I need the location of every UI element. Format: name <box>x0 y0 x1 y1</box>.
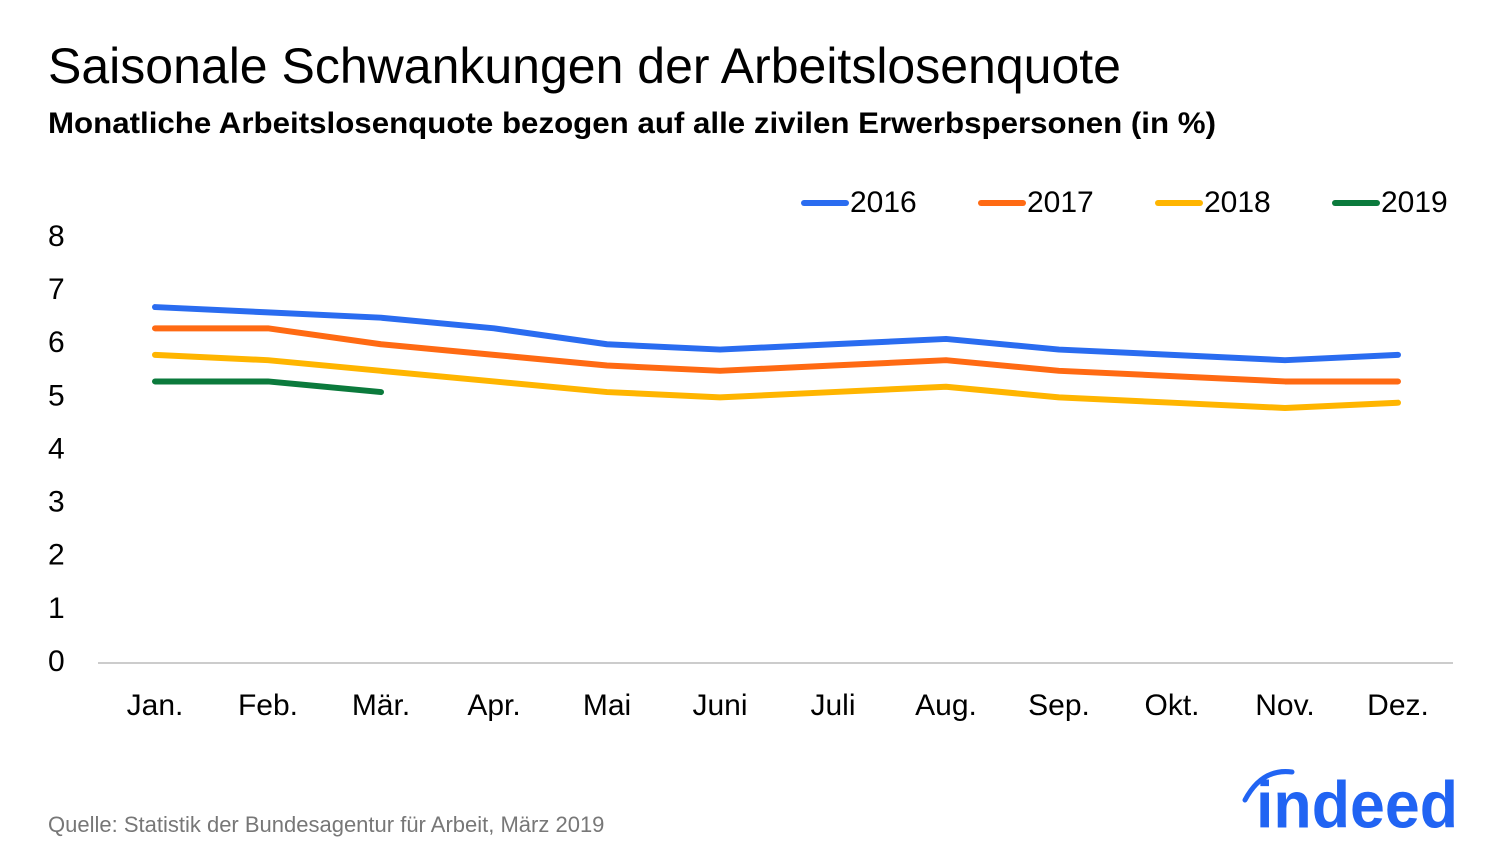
y-tick-label: 1 <box>48 592 65 625</box>
y-tick-label: 8 <box>48 220 65 253</box>
y-tick-label: 2 <box>48 539 65 572</box>
x-tick-label: Nov. <box>1255 689 1314 722</box>
logo: indeed <box>1256 767 1458 841</box>
source: Quelle: Statistik der Bundesagentur für … <box>48 812 604 837</box>
y-tick-label: 0 <box>48 645 65 678</box>
logo-arc <box>1242 769 1295 803</box>
legend-label: 2017 <box>1027 186 1094 219</box>
line-series <box>152 325 1401 385</box>
chart-subtitle: Monatliche Arbeitslosenquote bezogen auf… <box>48 107 1216 140</box>
y-tick-label: 3 <box>48 486 65 519</box>
legend-label: 2019 <box>1381 186 1448 219</box>
line-series <box>152 304 1401 364</box>
y-tick-label: 4 <box>48 432 65 465</box>
x-tick-label: Juli <box>810 689 855 722</box>
line-series <box>152 351 1401 411</box>
x-tick-label: Apr. <box>467 689 520 722</box>
x-tick-label: Mär. <box>352 689 410 722</box>
x-tick-label: Feb. <box>238 689 298 722</box>
x-tick-label: Sep. <box>1028 689 1090 722</box>
y-tick-label: 6 <box>48 326 65 359</box>
line-series <box>152 378 384 396</box>
legend-label: 2018 <box>1204 186 1271 219</box>
x-tick-label: Mai <box>583 689 631 722</box>
y-tick-label: 5 <box>48 379 65 412</box>
y-tick-label: 7 <box>48 273 65 306</box>
x-tick-label: Jan. <box>127 689 184 722</box>
chart-title: Saisonale Schwankungen der Arbeitslosenq… <box>48 38 1121 94</box>
x-tick-label: Juni <box>692 689 747 722</box>
legend-label: 2016 <box>850 186 917 219</box>
x-tick-label: Okt. <box>1144 689 1199 722</box>
x-tick-label: Aug. <box>915 689 977 722</box>
x-tick-label: Dez. <box>1367 689 1429 722</box>
